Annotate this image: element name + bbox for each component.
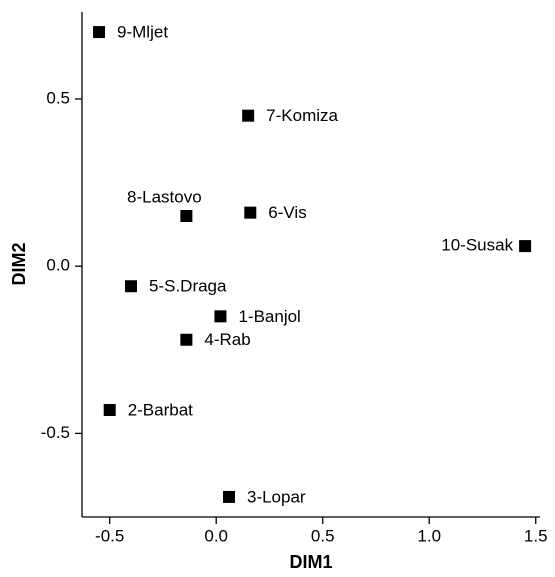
point [180,333,193,346]
point [124,280,137,293]
y-tick-label: -0.5 [41,423,70,442]
x-tick-label: 0.0 [204,526,228,545]
x-tick-label: 0.5 [311,526,335,545]
point-label: 4-Rab [204,330,250,349]
point-label: 6-Vis [268,203,306,222]
point [93,26,106,39]
point [222,490,235,503]
point-label: 10-Susak [441,236,513,255]
x-tick-label: 1.0 [417,526,441,545]
point [244,206,257,219]
point [103,403,116,416]
x-tick-label: 1.5 [524,526,548,545]
point [242,109,255,122]
y-axis-title: DIM2 [9,242,29,285]
x-axis-title: DIM1 [289,552,332,572]
point [180,210,193,223]
point-label: 2-Barbat [128,400,193,419]
point-label: 8-Lastovo [127,187,202,206]
point [519,240,532,253]
y-tick-label: 0.5 [46,88,70,107]
point-label: 7-Komiza [266,106,338,125]
point [214,310,227,323]
point-label: 5-S.Draga [149,277,227,296]
x-tick-label: -0.5 [95,526,124,545]
point-label: 3-Lopar [247,487,306,506]
y-tick-label: 0.0 [46,256,70,275]
point-label: 9-Mljet [117,23,168,42]
point-label: 1-Banjol [238,307,300,326]
